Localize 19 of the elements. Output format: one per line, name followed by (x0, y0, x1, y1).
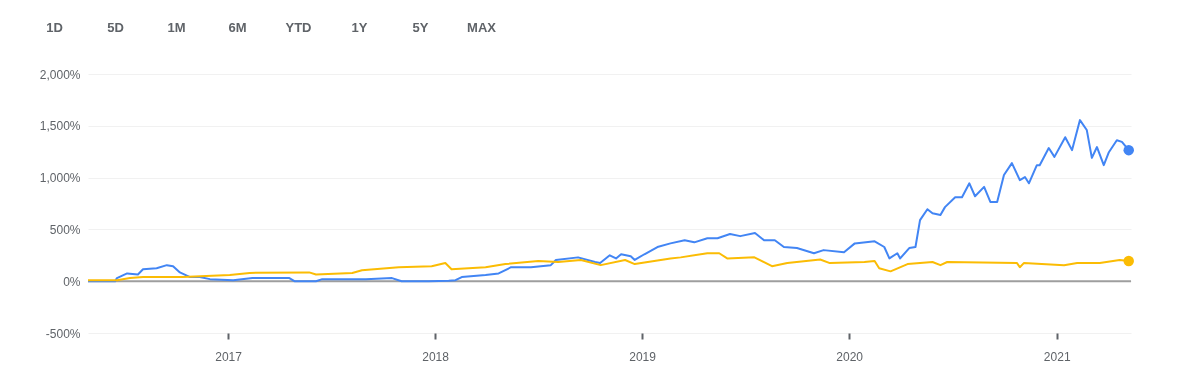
y-tick-label: 500% (49, 222, 81, 237)
x-tick-label: 2019 (629, 349, 657, 364)
x-tick-label: 2018 (422, 349, 450, 364)
text: 1D (45, 19, 64, 37)
text: 5D (106, 19, 125, 37)
y-tick-label: 0% (63, 274, 81, 289)
y-tick-label: -500% (45, 326, 81, 341)
x-tick-label: 2020 (836, 349, 864, 364)
y-tick-label: 1,000% (39, 171, 81, 186)
x-tick-label: 2021 (1043, 349, 1071, 364)
text: MAX (466, 19, 497, 37)
text: 5Y (411, 19, 430, 37)
y-tick-label: 2,000% (39, 67, 81, 82)
y-tick-label: 1,500% (39, 119, 81, 134)
text: 6M (227, 19, 248, 37)
text: YTD (284, 19, 313, 37)
x-tick-label: 2017 (215, 349, 243, 364)
text: 1Y (350, 19, 369, 37)
text: 1M (166, 19, 187, 37)
